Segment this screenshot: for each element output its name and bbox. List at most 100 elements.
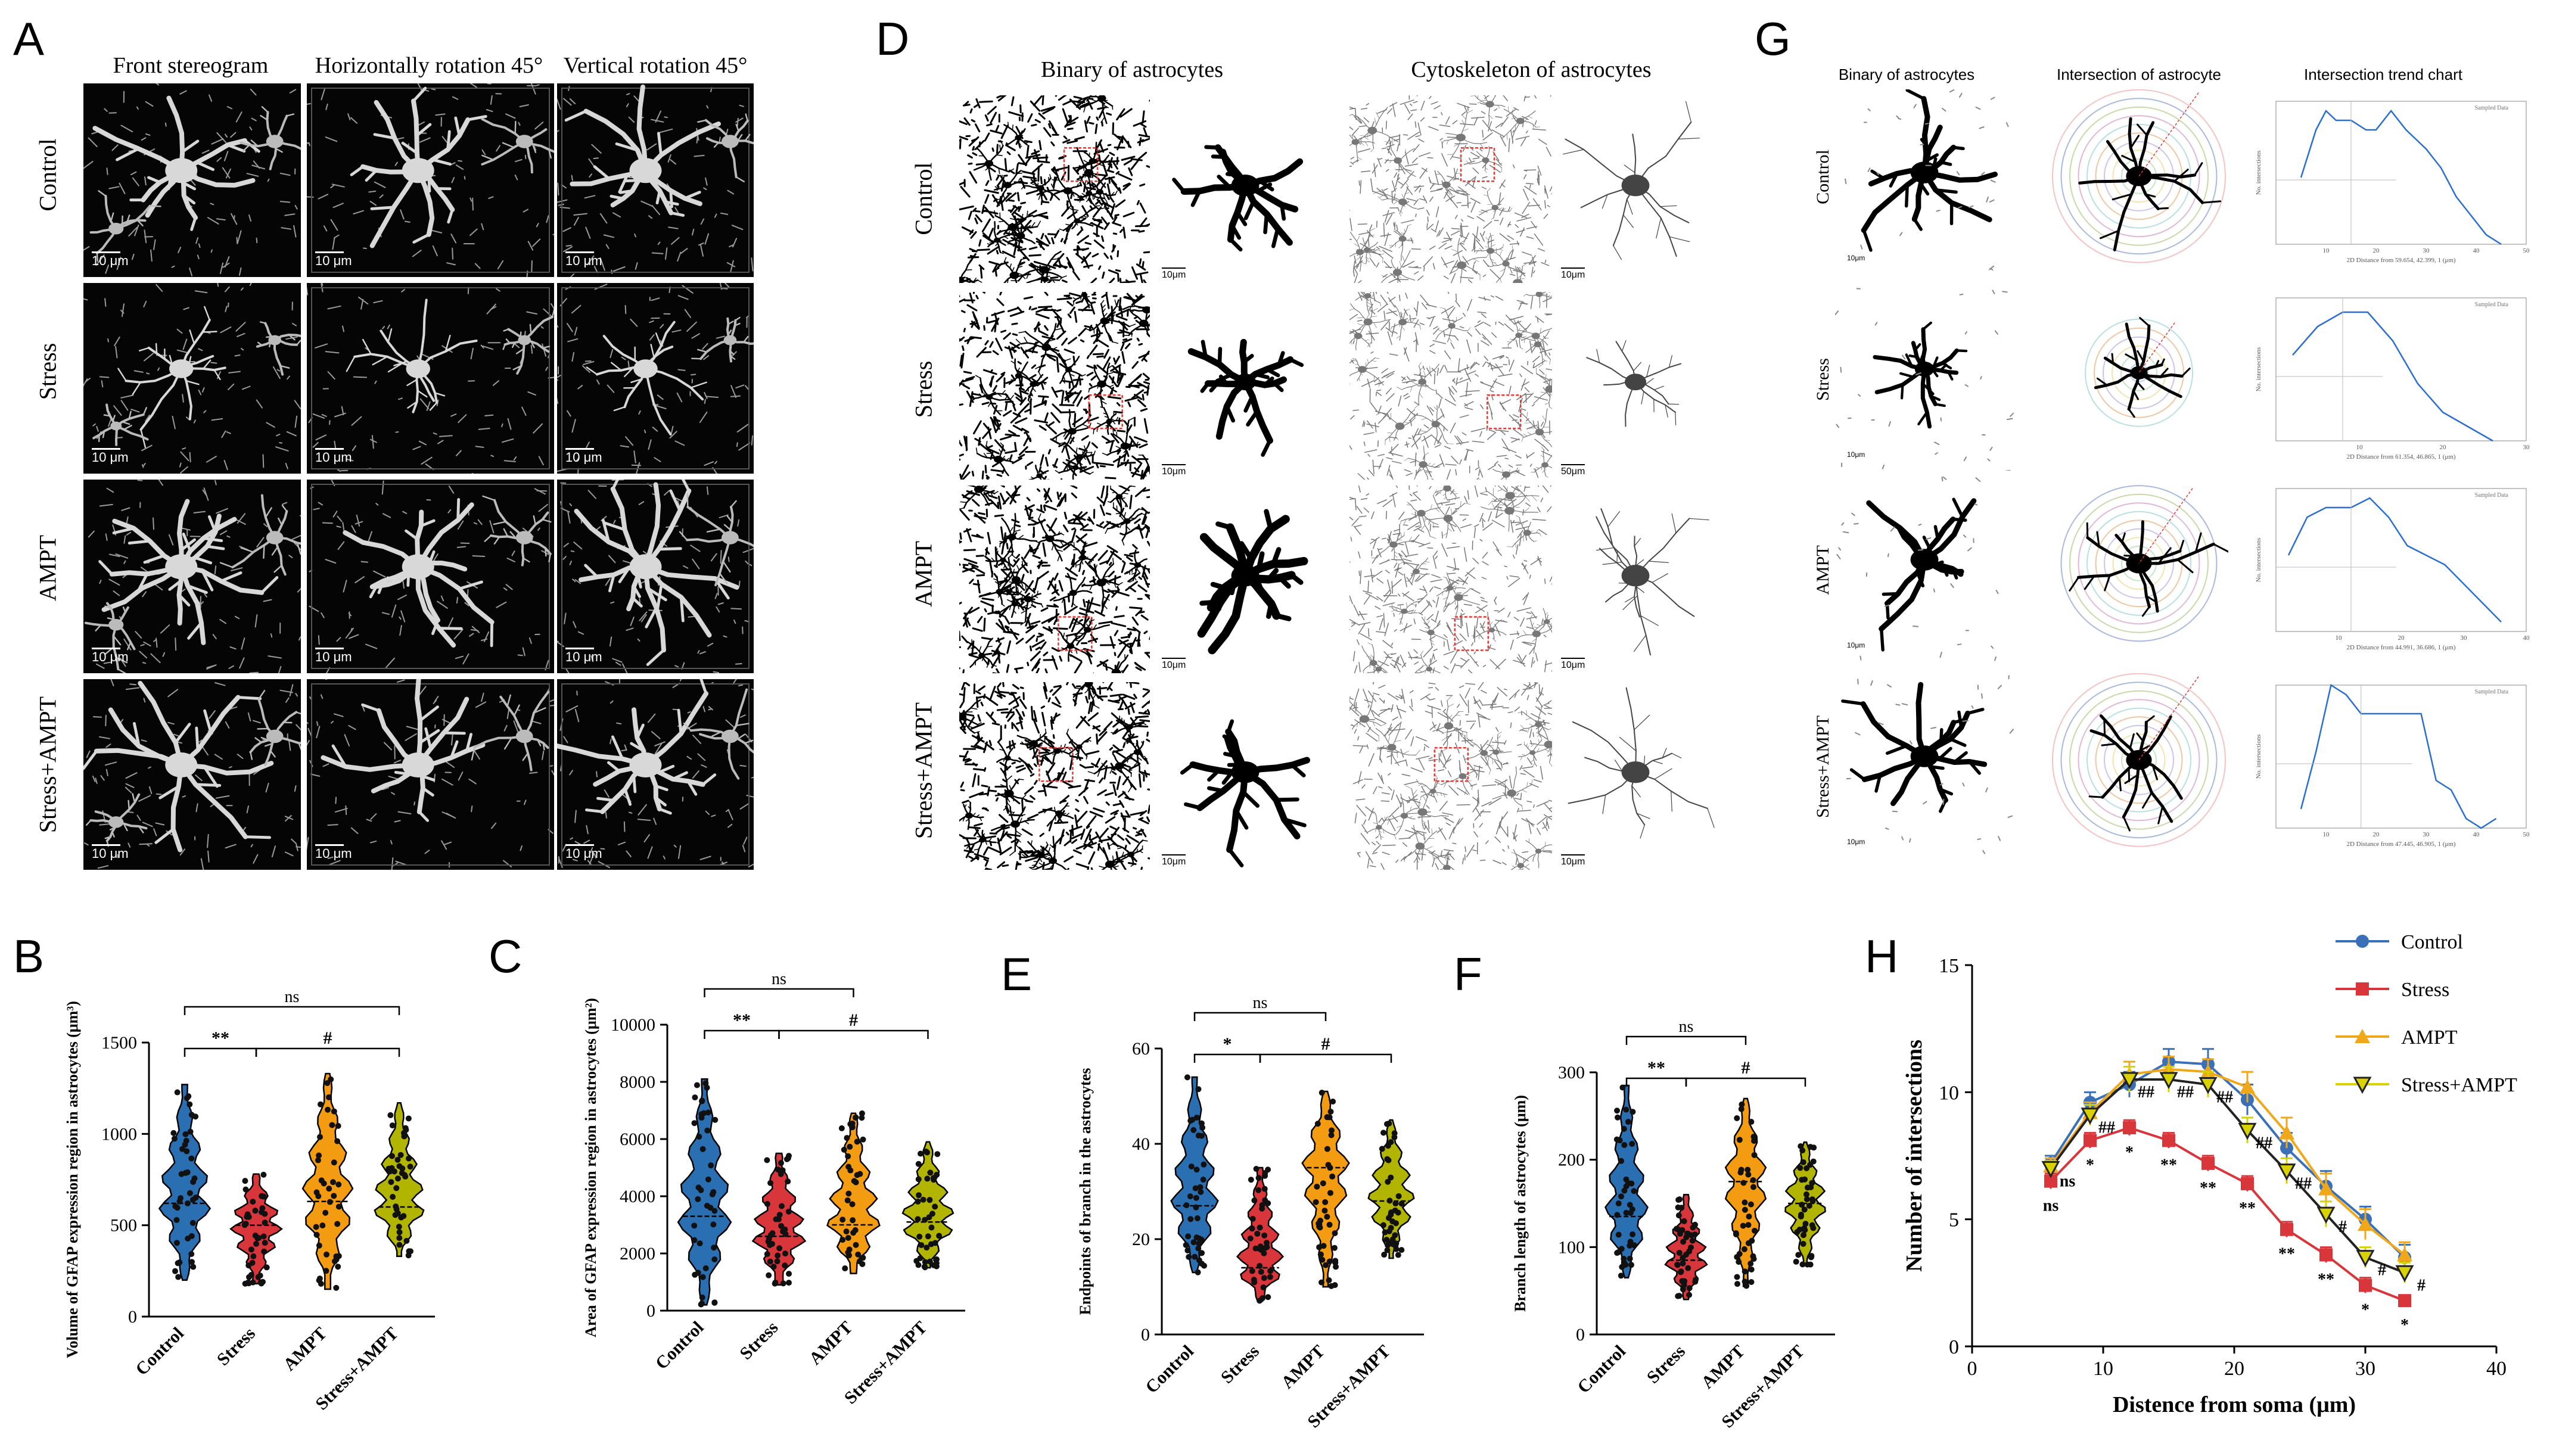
scalebar-label: 10 μm (565, 450, 602, 465)
marker (2081, 1107, 2100, 1125)
y-tick-label: 60 (1132, 1039, 1150, 1059)
micrograph: 10 μm (307, 480, 554, 673)
chart-b: 0 500 1000 1500 Volume of GFAP expression re… (64, 988, 435, 1414)
micrograph: 10 μm (557, 83, 754, 277)
astrocyte-cell (117, 306, 226, 448)
significance-label: * (2361, 1301, 2369, 1320)
scalebar-label: 10 μm (92, 450, 129, 465)
violin-3 (1367, 1119, 1415, 1259)
scalebar-label: 10μm (1162, 660, 1186, 670)
zoom-box (1038, 747, 1074, 782)
zoom-box (1486, 394, 1522, 430)
micrograph: 10 μm (307, 679, 554, 870)
panel-label-c: C (489, 930, 523, 982)
scalebar-label: 10μm (1162, 857, 1186, 867)
x-tick-label: Stress (1643, 1342, 1689, 1387)
data-points (764, 1153, 792, 1287)
panel-d-row-label: Control (910, 162, 937, 235)
astrocyte-cell (98, 499, 279, 645)
series-line (2050, 1068, 2406, 1256)
marker (2356, 1250, 2375, 1267)
marker (2397, 1247, 2412, 1262)
marker (2359, 1278, 2372, 1292)
sholl-ring (2069, 106, 2209, 246)
marker (2353, 1077, 2372, 1094)
data-points (241, 1171, 270, 1287)
scalebar-line (1162, 658, 1186, 659)
panel-g-col-title: Intersection trend chart (2304, 66, 2462, 83)
panel-a-col-title: Front stereogram (113, 53, 269, 78)
sholl-ring (2060, 682, 2218, 839)
x-tick-label: Stress (736, 1318, 782, 1364)
significance-label: * (2125, 1143, 2134, 1162)
violin-2 (1724, 1097, 1767, 1287)
sholl-ring (2086, 707, 2191, 813)
x-tick-label: AMPT (806, 1318, 857, 1369)
panel-g-row-label: Stress (1813, 358, 1833, 401)
x-tick-label: Control (1142, 1342, 1198, 1398)
series-Stress+AMPT (2041, 1066, 2414, 1283)
significance-label: # (2417, 1276, 2425, 1295)
scalebar-label: 10 μm (565, 253, 602, 268)
marker (2159, 1072, 2178, 1090)
x-tick-label: 40 (2486, 1358, 2507, 1380)
significance-label: ** (2200, 1179, 2216, 1197)
binary-field-image (1349, 95, 1552, 283)
x-axis-label: 2D Distance from 59.654, 42.399, 1 (μm) (2346, 257, 2455, 264)
astrocyte-cell (1172, 144, 1304, 252)
tick-label: 30 (2523, 444, 2530, 451)
significance-label: ns (1679, 1018, 1694, 1036)
tick-label: 40 (2473, 831, 2480, 838)
tick-label: 10 (2336, 634, 2343, 642)
scalebar-line (1561, 658, 1585, 659)
scalebar-line (1162, 267, 1186, 269)
sholl-ring (2112, 345, 2166, 400)
chart-c: 0 2000 4000 6000 8000 10000 Area of GFAP expre… (582, 970, 965, 1408)
binary-field-image (1349, 292, 1552, 480)
significance-label: * (2086, 1156, 2094, 1174)
sholl-ring (2085, 318, 2193, 427)
panel-label-e: E (1001, 948, 1033, 1000)
astrocyte-cell (1586, 340, 1682, 427)
significance-bracket (1259, 1053, 1392, 1063)
series-Stress (2044, 1119, 2411, 1308)
tick-label: 10 (2323, 831, 2330, 838)
astrocyte-cell (564, 84, 721, 217)
astrocyte-cell (1861, 89, 1998, 252)
micrograph: 10 μm (83, 283, 301, 474)
panel-a-row-label: Control (34, 138, 61, 211)
marker (2241, 1177, 2254, 1190)
legend-label: Sampled Data (2475, 689, 2509, 695)
y-axis-label: Number of intersections (1902, 1040, 1927, 1272)
panel-d-row-label: Stress+AMPT (910, 702, 937, 839)
binary-field-image (959, 486, 1150, 673)
marker (2316, 1206, 2336, 1224)
data-points (1313, 1090, 1339, 1289)
binary-astrocyte-image: 10μm (1835, 477, 2014, 661)
data-points (691, 1080, 719, 1308)
significance-bracket (1625, 1035, 1747, 1045)
astrocyte-cell (2078, 117, 2222, 251)
significance-label: * (2400, 1316, 2409, 1334)
y-axis-label: Area of GFAP expression region in astroc… (582, 998, 599, 1337)
scalebar-label: 10μm (1162, 466, 1186, 477)
scalebar-label: 10μm (1561, 270, 1585, 280)
astrocyte-cell (83, 680, 274, 853)
violin-0 (1170, 1076, 1219, 1274)
scalebar-line (1561, 464, 1585, 465)
significance-label: # (2339, 1218, 2347, 1236)
significance-label: ## (2216, 1088, 2233, 1107)
radius-line (2138, 322, 2175, 374)
scalebar-label: 10 μm (315, 450, 352, 465)
significance-bracket (1685, 1077, 1806, 1087)
micrograph: 10 μm (83, 679, 301, 870)
y-tick-label: 5 (1949, 1209, 1959, 1231)
single-astrocyte-image: 10μm (1156, 292, 1335, 480)
marker (2356, 982, 2369, 995)
y-tick-label: 0 (1576, 1325, 1585, 1345)
tick-label: 40 (2523, 634, 2530, 642)
scalebar-line (565, 251, 594, 253)
chart-e: 0 20 40 60 Endpoints of branch in the astroc… (1077, 994, 1424, 1432)
significance-bracket (1625, 1077, 1687, 1087)
y-tick-label: 0 (1949, 1336, 1959, 1358)
